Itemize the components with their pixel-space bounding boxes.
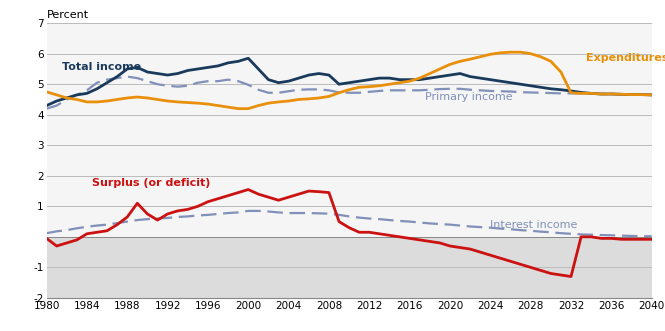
Text: Interest income: Interest income xyxy=(490,220,578,230)
Text: Surplus (or deficit): Surplus (or deficit) xyxy=(92,178,210,188)
Bar xyxy=(47,23,652,237)
Text: Total income: Total income xyxy=(62,63,141,72)
Text: Expenditures: Expenditures xyxy=(586,53,665,63)
Text: Primary income: Primary income xyxy=(425,92,513,102)
Text: Percent: Percent xyxy=(47,10,88,21)
